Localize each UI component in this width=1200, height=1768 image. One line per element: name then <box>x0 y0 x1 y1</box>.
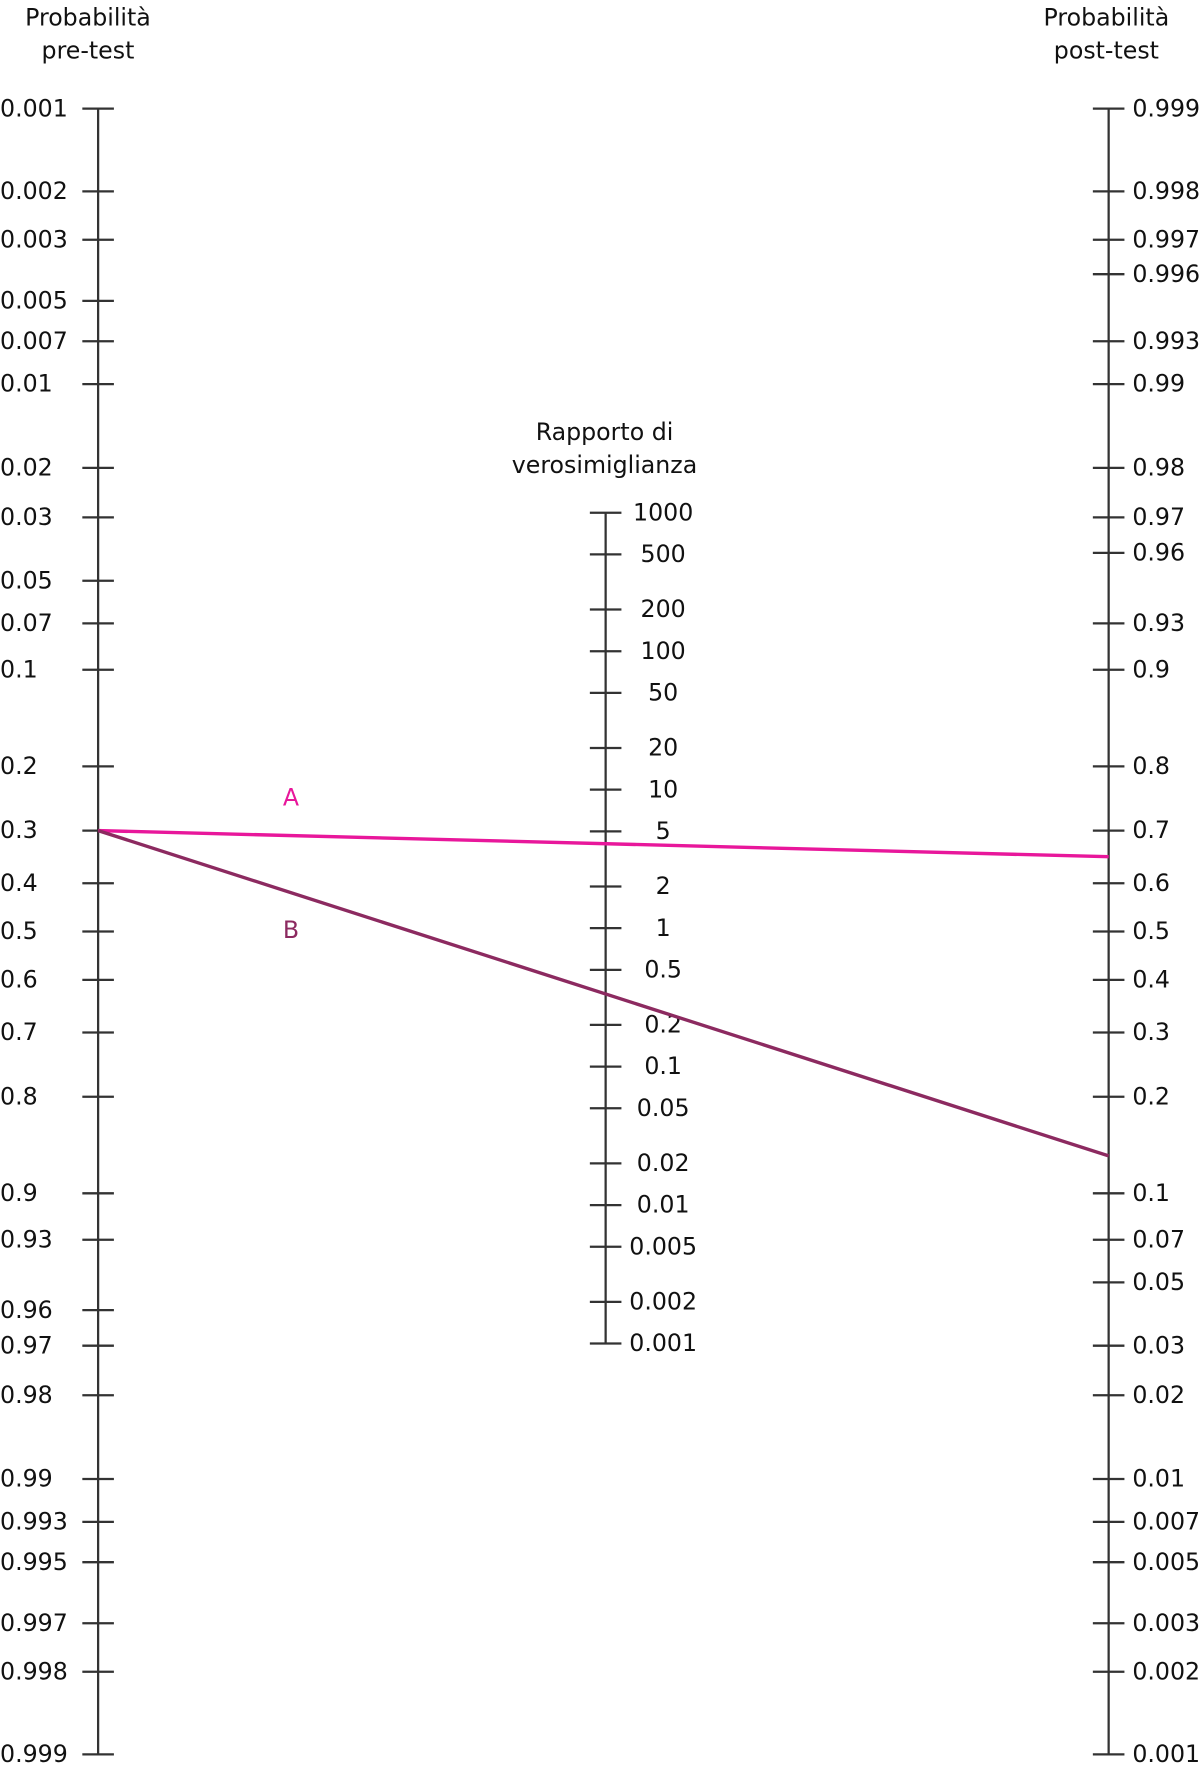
tick-label: 0.1 <box>1132 1179 1170 1207</box>
tick-label: 0.07 <box>1132 1225 1185 1253</box>
tick-label: 0.007 <box>0 327 68 355</box>
tick-label: 0.8 <box>0 1082 38 1110</box>
tick-label: 50 <box>648 678 678 706</box>
tick-label: 0.996 <box>1132 260 1200 288</box>
tick-label: 0.01 <box>0 370 53 398</box>
line-label: B <box>283 916 299 944</box>
axis-title: Probabilità <box>25 4 151 32</box>
tick-label: 0.05 <box>1132 1268 1185 1296</box>
tick-label: 0.99 <box>0 1465 53 1493</box>
tick-label: 5 <box>656 817 671 845</box>
tick-label: 0.97 <box>0 1331 53 1359</box>
tick-label: 0.002 <box>0 177 68 205</box>
tick-label: 0.96 <box>0 1296 53 1324</box>
tick-label: 0.2 <box>1132 1082 1170 1110</box>
line-label: A <box>283 784 300 812</box>
axis-title: Rapporto di <box>536 418 674 446</box>
tick-label: 0.01 <box>1132 1465 1185 1493</box>
tick-label: 0.9 <box>0 1179 38 1207</box>
tick-label: 0.6 <box>0 965 38 993</box>
tick-label: 0.93 <box>0 1225 53 1253</box>
tick-label: 0.2 <box>644 1011 682 1039</box>
nomogram-line <box>98 828 1109 859</box>
tick-label: 1000 <box>633 498 693 526</box>
tick-label: 0.5 <box>0 917 38 945</box>
tick-label: 0.7 <box>0 1018 38 1046</box>
tick-label: 0.001 <box>629 1329 697 1357</box>
tick-label: 0.93 <box>1132 609 1185 637</box>
tick-label: 0.6 <box>1132 869 1170 897</box>
tick-label: 0.02 <box>0 453 53 481</box>
tick-label: 0.007 <box>1132 1507 1200 1535</box>
tick-label: 0.3 <box>1132 1018 1170 1046</box>
tick-label: 0.01 <box>637 1191 690 1219</box>
axis-title: post-test <box>1054 37 1159 65</box>
tick-label: 0.5 <box>1132 917 1170 945</box>
tick-label: 0.993 <box>0 1507 68 1535</box>
tick-label: 0.9 <box>1132 655 1170 683</box>
tick-label: 0.1 <box>644 1052 682 1080</box>
tick-label: 0.5 <box>644 955 682 983</box>
tick-label: 10 <box>648 775 678 803</box>
tick-label: 0.98 <box>0 1381 53 1409</box>
tick-label: 0.997 <box>1132 225 1200 253</box>
tick-label: 0.4 <box>0 869 38 897</box>
nomogram-line <box>97 828 1110 1158</box>
tick-label: 0.99 <box>1132 370 1185 398</box>
tick-label: 0.02 <box>637 1149 690 1177</box>
axis-title: pre-test <box>42 37 135 65</box>
tick-label: 0.998 <box>0 1657 68 1685</box>
tick-label: 0.002 <box>1132 1657 1200 1685</box>
tick-label: 0.995 <box>0 1548 68 1576</box>
tick-label: 0.03 <box>1132 1331 1185 1359</box>
tick-label: 0.4 <box>1132 965 1170 993</box>
tick-label: 0.001 <box>0 94 68 122</box>
tick-label: 0.001 <box>1132 1740 1200 1768</box>
tick-label: 0.2 <box>0 752 38 780</box>
tick-label: 0.05 <box>0 566 53 594</box>
tick-label: 0.02 <box>1132 1381 1185 1409</box>
tick-label: 500 <box>641 540 686 568</box>
tick-label: 20 <box>648 734 678 762</box>
axis-title: Probabilità <box>1044 4 1170 32</box>
tick-label: 0.05 <box>637 1094 690 1122</box>
tick-label: 0.999 <box>0 1740 68 1768</box>
tick-label: 0.8 <box>1132 752 1170 780</box>
tick-label: 0.002 <box>629 1287 697 1315</box>
tick-label: 0.005 <box>0 286 68 314</box>
tick-label: 0.98 <box>1132 453 1185 481</box>
tick-label: 0.07 <box>0 609 53 637</box>
tick-label: 0.1 <box>0 655 38 683</box>
tick-label: 0.3 <box>0 816 38 844</box>
tick-label: 2 <box>656 872 671 900</box>
tick-label: 1 <box>656 914 671 942</box>
tick-label: 0.997 <box>0 1609 68 1637</box>
tick-label: 0.998 <box>1132 177 1200 205</box>
tick-label: 0.03 <box>0 503 53 531</box>
tick-label: 0.005 <box>629 1232 697 1260</box>
tick-label: 0.97 <box>1132 503 1185 531</box>
tick-label: 0.96 <box>1132 539 1185 567</box>
tick-label: 0.005 <box>1132 1548 1200 1576</box>
tick-label: 100 <box>641 637 686 665</box>
axis-title: verosimiglianza <box>512 451 697 479</box>
tick-label: 200 <box>641 595 686 623</box>
tick-label: 0.999 <box>1132 94 1200 122</box>
tick-label: 0.7 <box>1132 816 1170 844</box>
tick-label: 0.003 <box>1132 1609 1200 1637</box>
tick-label: 0.003 <box>0 225 68 253</box>
tick-label: 0.993 <box>1132 327 1200 355</box>
